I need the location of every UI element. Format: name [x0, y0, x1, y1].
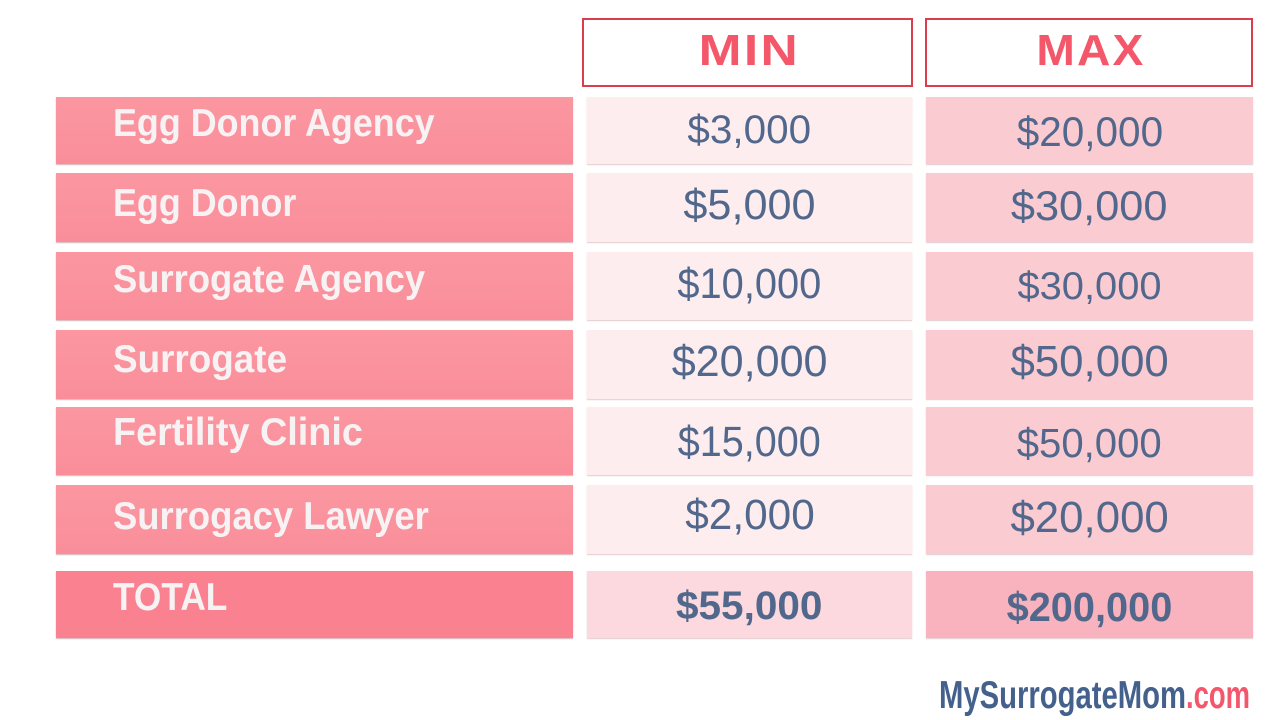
svg-text:MySurrogateMom: MySurrogateMom: [939, 674, 1186, 717]
svg-text:.com: .com: [1186, 674, 1250, 717]
